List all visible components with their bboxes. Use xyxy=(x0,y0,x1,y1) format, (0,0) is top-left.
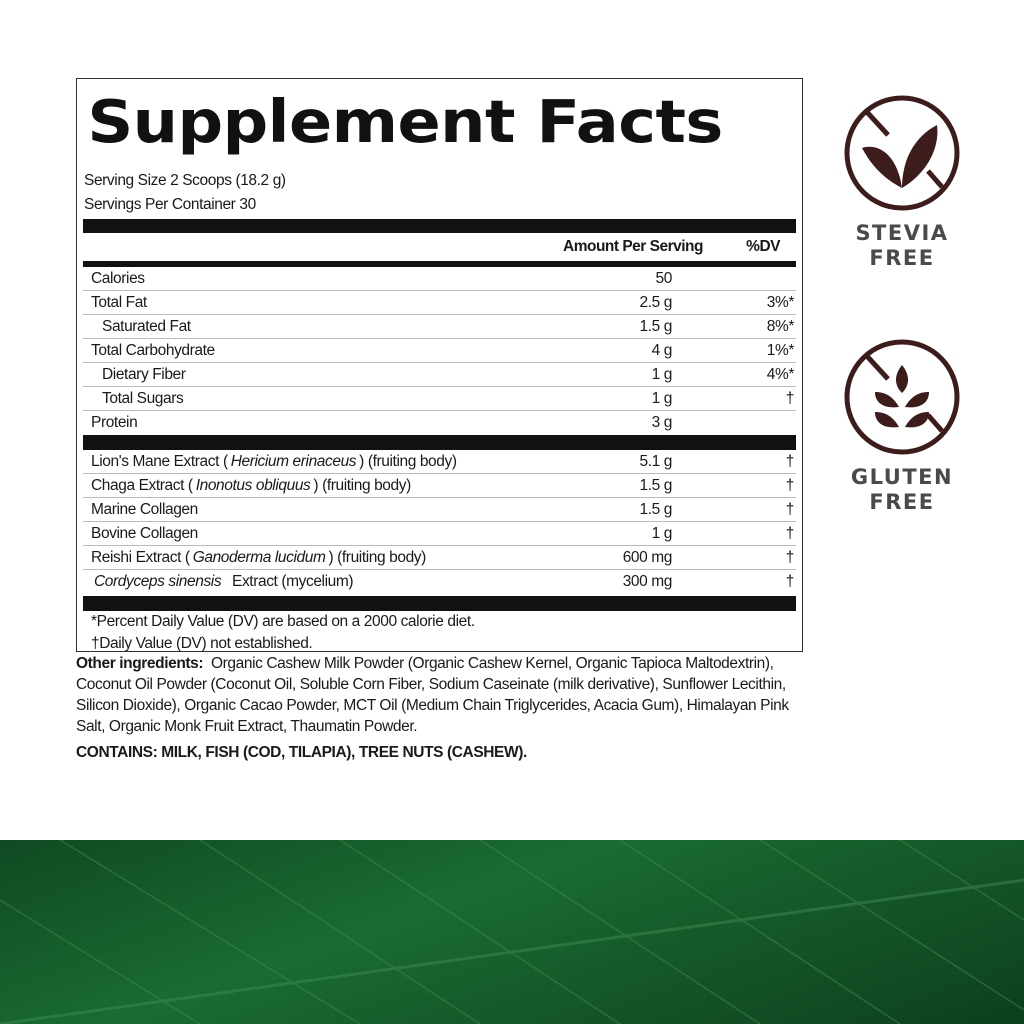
ingredient-row: Chaga Extract (Inonotus obliquus) (fruit… xyxy=(83,474,796,498)
ingredient-dv: † xyxy=(785,476,795,494)
ingredient-amount: 600 mg xyxy=(622,548,673,566)
ingredient-row: Reishi Extract (Ganoderma lucidum) (frui… xyxy=(83,546,796,570)
ingredient-part: ) (fruiting body) xyxy=(328,548,426,566)
nutrient-row: Protein 3 g xyxy=(83,411,796,435)
gluten-free-badge: GLUTEN FREE xyxy=(840,337,964,515)
ingredient-amount: 1.5 g xyxy=(639,476,673,494)
nutrient-amount: 2.5 g xyxy=(639,293,673,311)
serving-size: Serving Size 2 Scoops (18.2 g) xyxy=(84,172,286,189)
ingredient-name: Bovine Collagen xyxy=(91,525,556,543)
nutrient-amount: 1.5 g xyxy=(639,317,673,335)
nutrient-dv: 1%* xyxy=(766,341,795,359)
nutrient-name: Total Sugars xyxy=(102,389,184,407)
servings-per-container: Servings Per Container 30 xyxy=(84,196,256,213)
ingredient-latin-name: Ganoderma lucidum xyxy=(192,548,326,566)
nutrient-row: Total Carbohydrate 4 g 1%* xyxy=(83,339,796,363)
nutrient-name: Saturated Fat xyxy=(102,317,191,335)
ingredient-latin-name: Hericium erinaceus xyxy=(230,452,357,470)
supplement-facts-panel: Supplement Facts Serving Size 2 Scoops (… xyxy=(76,78,803,652)
leaf-background-banner xyxy=(0,840,1024,1024)
ingredient-row: Bovine Collagen 1 g † xyxy=(83,522,796,546)
panel-title: Supplement Facts xyxy=(87,87,723,156)
nutrient-dv: † xyxy=(785,389,795,407)
badge-line: GLUTEN xyxy=(850,465,954,489)
nutrient-row: Saturated Fat 1.5 g 8%* xyxy=(83,315,796,339)
column-header: Amount Per Serving %DV xyxy=(83,233,796,261)
ingredient-name-text: Reishi Extract ( xyxy=(91,548,190,566)
badge-line: FREE xyxy=(869,490,935,514)
dv-header: %DV xyxy=(746,238,780,255)
ingredient-amount: 1.5 g xyxy=(639,500,673,518)
divider-bar xyxy=(83,435,796,450)
no-gluten-wheat-icon xyxy=(844,339,960,455)
ingredient-name-text: Bovine Collagen xyxy=(91,524,198,542)
ingredient-name: Reishi Extract (Ganoderma lucidum) (frui… xyxy=(91,549,556,567)
badge-line: FREE xyxy=(869,246,935,270)
ingredient-dv: † xyxy=(785,573,795,590)
leaf-veins-pattern xyxy=(0,840,1024,1024)
nutrient-row: Dietary Fiber 1 g 4%* xyxy=(83,363,796,387)
nutrient-dv: 8%* xyxy=(766,317,795,335)
nutrient-name: Dietary Fiber xyxy=(102,365,186,383)
nutrient-name: Total Fat xyxy=(91,293,147,311)
nutrient-name: Calories xyxy=(91,269,145,287)
ingredient-name: Lion's Mane Extract (Hericium erinaceus)… xyxy=(91,453,556,471)
nutrient-dv: 4%* xyxy=(766,365,795,383)
ingredient-row: Marine Collagen 1.5 g † xyxy=(83,498,796,522)
ingredient-latin-name xyxy=(198,501,204,518)
nutrient-row: Total Sugars 1 g † xyxy=(83,387,796,411)
other-ingredients-text: Organic Cashew Milk Powder (Organic Cash… xyxy=(76,655,789,735)
ingredient-dv: † xyxy=(785,452,795,470)
nutrient-amount: 3 g xyxy=(651,414,673,431)
ingredient-row: Lion's Mane Extract (Hericium erinaceus)… xyxy=(83,450,796,474)
ingredient-name: Cordyceps sinensis Extract (mycelium) xyxy=(91,573,556,591)
nutrient-dv: 3%* xyxy=(766,293,795,311)
ingredient-amount: 300 mg xyxy=(622,573,673,590)
nutrient-amount: 4 g xyxy=(651,341,673,359)
ingredient-dv: † xyxy=(785,500,795,518)
ingredient-name: Marine Collagen xyxy=(91,501,556,519)
divider-bar xyxy=(83,596,796,611)
nutrient-amount: 50 xyxy=(655,269,673,287)
nutrient-row: Calories 50 xyxy=(83,267,796,291)
ingredient-part: ) (fruiting body) xyxy=(313,476,411,494)
no-stevia-leaf-icon xyxy=(844,95,960,211)
nutrient-name: Protein xyxy=(91,414,138,431)
ingredient-dv: † xyxy=(785,524,795,542)
badge-line: STEVIA xyxy=(855,221,949,245)
divider-bar xyxy=(83,261,796,267)
nutrient-row: Total Fat 2.5 g 3%* xyxy=(83,291,796,315)
ingredient-part: Extract (mycelium) xyxy=(224,573,354,590)
stevia-free-badge: STEVIA FREE xyxy=(840,93,964,271)
footnote-dagger: †Daily Value (DV) not established. xyxy=(91,635,313,652)
ingredient-name: Chaga Extract (Inonotus obliquus) (fruit… xyxy=(91,477,556,495)
allergen-statement: CONTAINS: MILK, FISH (COD, TILAPIA), TRE… xyxy=(76,744,527,761)
ingredient-name-text: Marine Collagen xyxy=(91,500,198,518)
ingredient-name-text: Lion's Mane Extract ( xyxy=(91,452,228,470)
other-ingredients-label: Other ingredients: xyxy=(76,655,204,672)
ingredient-name-text: Chaga Extract ( xyxy=(91,476,193,494)
other-ingredients: Other ingredients: Organic Cashew Milk P… xyxy=(76,653,816,737)
nutrient-amount: 1 g xyxy=(651,365,673,383)
ingredient-amount: 5.1 g xyxy=(639,452,673,470)
ingredient-latin-name xyxy=(198,525,204,542)
ingredient-latin-name: Inonotus obliquus xyxy=(195,476,311,494)
nutrient-amount: 1 g xyxy=(651,389,673,407)
badge-label: STEVIA FREE xyxy=(840,221,964,271)
ingredient-part: ) (fruiting body) xyxy=(359,452,457,470)
ingredient-amount: 1 g xyxy=(651,524,673,542)
ingredient-latin-name: Cordyceps sinensis xyxy=(94,573,222,590)
nutrient-name: Total Carbohydrate xyxy=(91,341,215,359)
ingredient-dv: † xyxy=(785,548,795,566)
ingredient-row: Cordyceps sinensis Extract (mycelium) 300… xyxy=(83,570,796,594)
divider-bar xyxy=(83,219,796,233)
footnote-dv: *Percent Daily Value (DV) are based on a… xyxy=(91,613,475,630)
badge-label: GLUTEN FREE xyxy=(840,465,964,515)
amount-header: Amount Per Serving xyxy=(563,238,704,255)
